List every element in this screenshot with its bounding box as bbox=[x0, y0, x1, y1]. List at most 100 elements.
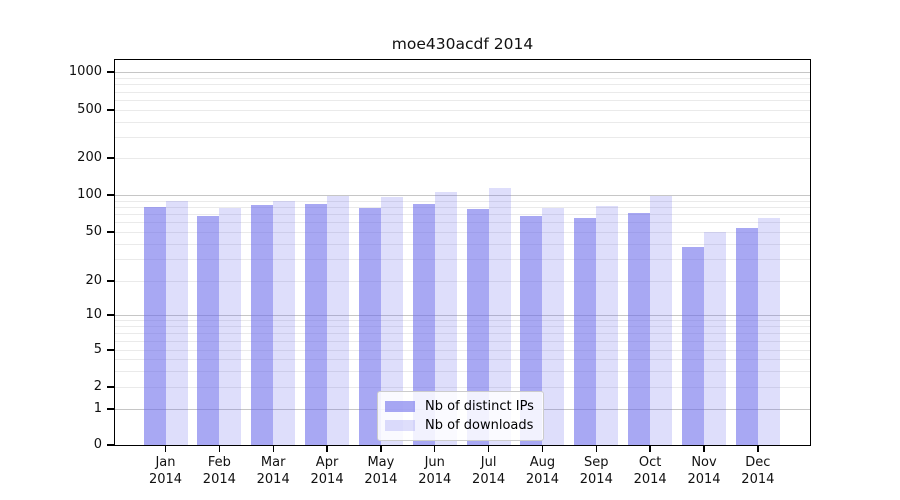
x-tick-mark bbox=[757, 446, 759, 452]
gridline-minor bbox=[115, 370, 810, 372]
gridline-minor bbox=[115, 320, 810, 322]
gridline-minor bbox=[115, 110, 810, 111]
x-tick-label-month: Jun bbox=[424, 455, 445, 470]
x-tick-label-year: 2014 bbox=[256, 472, 290, 487]
gridline-minor bbox=[115, 121, 810, 123]
gridline-minor bbox=[115, 259, 810, 261]
x-tick-label-month: Mar bbox=[260, 455, 286, 470]
bar-downloads-jan bbox=[165, 200, 188, 445]
legend-item-distinct-ips: Nb of distinct IPs bbox=[385, 397, 534, 416]
bar-downloads-oct bbox=[650, 195, 673, 445]
x-tick-mark bbox=[487, 446, 490, 452]
bar-downloads-may bbox=[380, 197, 403, 445]
y-tick-label: 50 bbox=[85, 224, 102, 239]
x-tick-label: Mar 2014 bbox=[243, 454, 303, 488]
bar-downloads-mar bbox=[273, 201, 296, 445]
x-tick-label: Feb 2014 bbox=[189, 454, 249, 488]
x-tick-label-month: Feb bbox=[207, 455, 231, 470]
bar-downloads-feb bbox=[219, 208, 242, 445]
x-tick-label-month: Dec bbox=[745, 455, 771, 470]
bar-distinct-ips-sep bbox=[574, 217, 597, 445]
bar-distinct-ips-nov bbox=[682, 246, 704, 445]
y-tick-mark bbox=[107, 408, 114, 410]
x-tick-label-month: Jan bbox=[155, 455, 176, 470]
chart-title: moe430acdf 2014 bbox=[391, 35, 534, 53]
x-tick-label: Aug 2014 bbox=[512, 454, 572, 488]
x-tick-label-year: 2014 bbox=[633, 472, 667, 487]
bar-distinct-ips-oct bbox=[628, 212, 651, 445]
y-tick-mark bbox=[107, 444, 114, 446]
legend-label-downloads: Nb of downloads bbox=[425, 418, 534, 433]
x-tick-label: Jul 2014 bbox=[459, 454, 519, 488]
gridline-minor bbox=[115, 350, 810, 351]
gridline-major bbox=[115, 315, 810, 316]
y-tick-label: 100 bbox=[77, 187, 102, 202]
legend-swatch-distinct-ips bbox=[385, 401, 415, 412]
y-tick-mark bbox=[107, 71, 114, 73]
y-tick-mark bbox=[107, 280, 114, 282]
y-tick-mark bbox=[107, 194, 114, 196]
gridline-minor bbox=[115, 387, 810, 388]
bar-distinct-ips-jun bbox=[412, 203, 435, 445]
bar-distinct-ips-mar bbox=[251, 204, 274, 445]
x-tick-label-month: Nov bbox=[691, 455, 717, 470]
y-tick-label: 0 bbox=[93, 437, 102, 452]
gridline-minor bbox=[115, 333, 810, 334]
x-tick-label: Jun 2014 bbox=[405, 454, 465, 488]
x-tick-label-year: 2014 bbox=[472, 472, 506, 487]
gridline-minor bbox=[115, 77, 810, 79]
y-tick-label: 1000 bbox=[68, 64, 102, 79]
y-tick-mark bbox=[107, 157, 114, 159]
x-tick-mark bbox=[326, 446, 328, 452]
gridline-minor bbox=[115, 326, 810, 328]
gridline-minor bbox=[115, 214, 810, 216]
plot-area: Nb of distinct IPs Nb of downloads bbox=[114, 59, 811, 446]
x-tick-label-year: 2014 bbox=[579, 472, 613, 487]
x-tick-label-year: 2014 bbox=[525, 472, 559, 487]
x-tick-label: May 2014 bbox=[351, 454, 411, 488]
x-tick-mark bbox=[380, 446, 382, 452]
gridline-minor bbox=[115, 100, 810, 101]
gridline-minor bbox=[115, 206, 810, 208]
x-tick-label: Sep 2014 bbox=[566, 454, 626, 488]
y-tick-label: 20 bbox=[85, 273, 102, 288]
gridline-major bbox=[115, 195, 810, 196]
x-tick-mark bbox=[703, 446, 705, 452]
x-tick-label: Apr 2014 bbox=[297, 454, 357, 488]
gridline-minor bbox=[115, 222, 810, 224]
y-tick-mark bbox=[107, 109, 114, 111]
legend-item-downloads: Nb of downloads bbox=[385, 416, 534, 435]
x-tick-label-month: Apr bbox=[315, 455, 339, 470]
gridline-minor bbox=[115, 232, 810, 233]
x-tick-label-year: 2014 bbox=[364, 472, 398, 487]
x-tick-label-month: Jul bbox=[480, 455, 497, 470]
bar-distinct-ips-jan bbox=[143, 206, 166, 445]
x-tick-label-month: Oct bbox=[638, 455, 662, 470]
y-tick-label: 10 bbox=[85, 307, 102, 322]
x-tick-label-year: 2014 bbox=[687, 472, 721, 487]
x-tick-label: Oct 2014 bbox=[620, 454, 680, 488]
y-tick-label: 1 bbox=[93, 401, 102, 416]
y-tick-label: 500 bbox=[77, 102, 102, 117]
bar-distinct-ips-may bbox=[358, 207, 381, 445]
x-tick-label: Nov 2014 bbox=[674, 454, 734, 488]
gridline-minor bbox=[115, 200, 810, 202]
gridline-minor bbox=[115, 243, 810, 245]
gridline-minor bbox=[115, 340, 810, 342]
gridline-minor bbox=[115, 281, 810, 282]
y-tick-label: 200 bbox=[77, 150, 102, 165]
x-tick-label-year: 2014 bbox=[310, 472, 344, 487]
x-tick-mark bbox=[218, 446, 221, 452]
x-tick-mark bbox=[434, 446, 436, 452]
x-tick-label-year: 2014 bbox=[741, 472, 775, 487]
bar-distinct-ips-apr bbox=[305, 203, 328, 445]
x-tick-mark bbox=[649, 446, 651, 452]
bar-downloads-jul bbox=[488, 187, 511, 445]
x-tick-mark bbox=[541, 446, 544, 452]
bar-downloads-sep bbox=[596, 206, 619, 445]
bar-distinct-ips-aug bbox=[520, 215, 543, 445]
x-tick-label-month: Sep bbox=[584, 455, 609, 470]
x-tick-label-year: 2014 bbox=[202, 472, 236, 487]
bar-downloads-dec bbox=[757, 217, 780, 445]
gridline-minor bbox=[115, 136, 810, 138]
